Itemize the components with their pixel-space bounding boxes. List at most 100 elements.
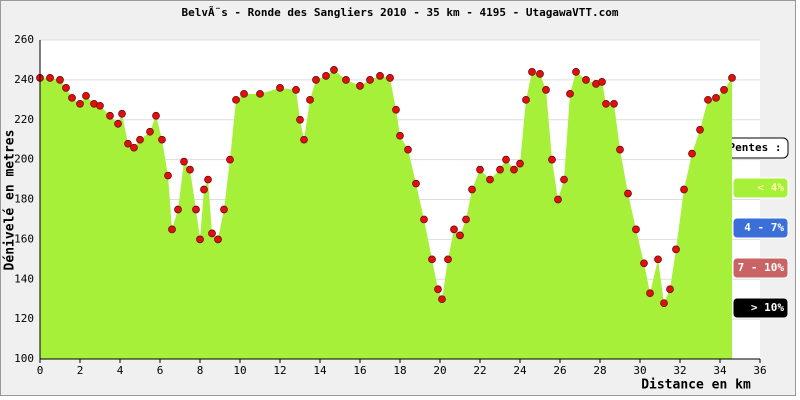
y-tick-label: 180 bbox=[14, 193, 34, 206]
point bbox=[712, 93, 720, 102]
point bbox=[158, 135, 166, 144]
point bbox=[528, 68, 536, 76]
point bbox=[632, 225, 640, 234]
point bbox=[292, 85, 300, 94]
point bbox=[204, 175, 212, 184]
x-axis-label: Distance en km bbox=[641, 378, 751, 393]
point bbox=[220, 205, 228, 214]
point bbox=[330, 66, 338, 74]
x-tick-label: 26 bbox=[553, 364, 566, 377]
point bbox=[666, 285, 674, 294]
point bbox=[720, 85, 728, 94]
area bbox=[40, 69, 732, 359]
point bbox=[356, 82, 364, 90]
point bbox=[322, 72, 330, 80]
point bbox=[420, 215, 428, 224]
point bbox=[68, 93, 76, 102]
legend-swatch bbox=[732, 217, 789, 239]
point bbox=[560, 175, 568, 184]
point bbox=[164, 171, 172, 180]
point bbox=[376, 72, 384, 80]
point bbox=[82, 91, 90, 100]
point bbox=[392, 105, 400, 114]
point bbox=[240, 89, 248, 98]
y-tick-label: 160 bbox=[14, 232, 34, 245]
point bbox=[386, 74, 394, 82]
x-tick-label: 36 bbox=[753, 364, 766, 377]
legend-label: 7 - 10% bbox=[738, 261, 785, 274]
point bbox=[226, 155, 234, 164]
y-tick-label: 220 bbox=[14, 113, 34, 126]
point bbox=[62, 83, 70, 92]
point bbox=[728, 74, 736, 82]
point bbox=[312, 76, 320, 84]
point bbox=[654, 255, 662, 264]
point bbox=[200, 185, 208, 194]
point bbox=[214, 235, 222, 244]
point bbox=[428, 255, 436, 264]
point bbox=[276, 83, 284, 92]
point bbox=[366, 76, 374, 84]
legend-label: > 10% bbox=[751, 301, 784, 314]
x-tick-label: 30 bbox=[633, 364, 646, 377]
point bbox=[688, 149, 696, 158]
point bbox=[496, 165, 504, 174]
point bbox=[136, 135, 144, 144]
point bbox=[434, 285, 442, 294]
y-tick-label: 260 bbox=[14, 33, 34, 46]
point bbox=[468, 185, 476, 194]
legend-title: Pentes : bbox=[729, 141, 782, 154]
point bbox=[598, 78, 606, 86]
point bbox=[542, 85, 550, 94]
legend-swatch bbox=[732, 297, 789, 319]
point bbox=[96, 101, 104, 110]
point bbox=[404, 145, 412, 154]
point bbox=[196, 235, 204, 244]
point bbox=[106, 111, 114, 120]
x-tick-label: 32 bbox=[673, 364, 686, 377]
point bbox=[46, 74, 54, 82]
point bbox=[554, 195, 562, 204]
x-tick-label: 0 bbox=[37, 364, 44, 377]
point bbox=[168, 225, 176, 234]
point bbox=[486, 175, 494, 184]
y-axis-label: Dénivelé en metres bbox=[3, 130, 18, 271]
point bbox=[76, 99, 84, 108]
chart-title: BelvÃ¨s - Ronde des Sangliers 2010 - 35 … bbox=[181, 6, 618, 19]
point bbox=[522, 95, 530, 104]
point bbox=[114, 119, 122, 128]
point bbox=[186, 165, 194, 174]
x-tick-label: 24 bbox=[513, 364, 527, 377]
x-tick-label: 8 bbox=[197, 364, 204, 377]
x-tick-label: 4 bbox=[117, 364, 124, 377]
point bbox=[672, 245, 680, 254]
point bbox=[412, 179, 420, 188]
point bbox=[450, 225, 458, 234]
point bbox=[208, 229, 216, 238]
point bbox=[306, 95, 314, 104]
point bbox=[548, 155, 556, 164]
point bbox=[296, 115, 304, 124]
point bbox=[660, 299, 668, 308]
legend-label: 4 - 7% bbox=[744, 221, 784, 234]
x-tick-label: 6 bbox=[157, 364, 164, 377]
point bbox=[624, 189, 632, 198]
y-tick-label: 240 bbox=[14, 73, 34, 86]
point bbox=[174, 205, 182, 214]
x-tick-label: 12 bbox=[273, 364, 286, 377]
point bbox=[300, 135, 308, 144]
y-tick-label: 200 bbox=[14, 153, 34, 166]
point bbox=[680, 185, 688, 194]
point bbox=[192, 205, 200, 214]
legend-label: < 4% bbox=[758, 181, 785, 194]
x-tick-label: 20 bbox=[433, 364, 446, 377]
legend-swatch bbox=[732, 177, 789, 199]
point bbox=[130, 143, 138, 152]
point bbox=[180, 157, 188, 166]
point bbox=[510, 165, 518, 174]
point bbox=[438, 295, 446, 304]
point bbox=[118, 109, 126, 118]
x-tick-label: 34 bbox=[713, 364, 727, 377]
point bbox=[582, 76, 590, 84]
point bbox=[476, 165, 484, 174]
